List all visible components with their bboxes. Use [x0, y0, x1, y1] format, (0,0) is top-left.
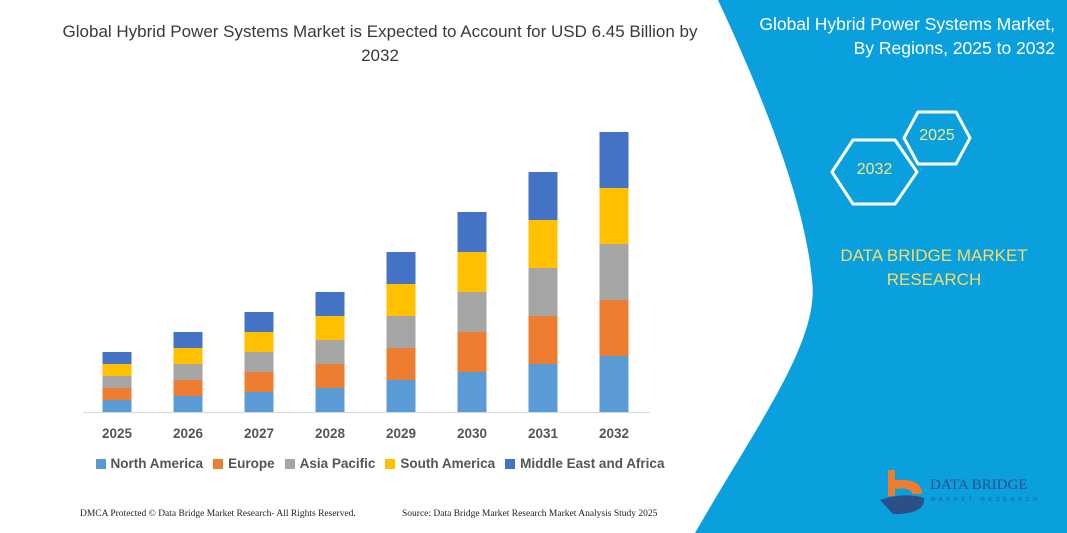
x-tick-label: 2031 — [528, 426, 559, 441]
bar-segment-middle-east-and-africa-2029 — [386, 252, 416, 284]
legend-label: Middle East and Africa — [520, 456, 665, 471]
bar-segment-north-america-2030 — [457, 372, 487, 412]
hex-label-2025: 2025 — [919, 127, 955, 144]
x-tick-label: 2027 — [244, 426, 274, 441]
bar-segment-south-america-2029 — [386, 284, 416, 316]
brand-line1: DATA BRIDGE MARKET — [840, 246, 1028, 265]
hex-2032-outline — [830, 138, 919, 206]
legend-swatch — [385, 458, 396, 469]
side-panel — [695, 0, 1067, 533]
bar-segment-middle-east-and-africa-2030 — [457, 212, 487, 252]
bar-segment-asia-pacific-2028 — [315, 340, 345, 364]
hex-label-2032: 2032 — [856, 161, 893, 178]
legend-item: Europe — [213, 456, 275, 471]
stacked-bar-chart: 2025 2026 2027 2028 2029 2030 2031 2032 — [83, 132, 650, 441]
bar-segment-europe-2031 — [528, 316, 558, 364]
bar-segment-south-america-2032 — [599, 188, 629, 244]
side-panel-title-line1: Global Hybrid Power Systems Market, — [759, 14, 1055, 34]
bar-segment-middle-east-and-africa-2028 — [315, 292, 345, 316]
x-tick-label: 2032 — [599, 426, 629, 441]
bar-segment-europe-2028 — [315, 364, 345, 388]
brand-text: DATA BRIDGE MARKET RESEARCH — [820, 244, 1048, 292]
bar-segment-asia-pacific-2032 — [599, 244, 629, 300]
legend-label: North America — [110, 456, 204, 471]
footer-copyright: DMCA Protected © Data Bridge Market Rese… — [80, 509, 356, 519]
bar-segment-europe-2026 — [173, 380, 203, 396]
bar-segment-south-america-2028 — [315, 316, 345, 340]
legend-label: South America — [400, 456, 496, 471]
legend-swatch — [505, 458, 516, 469]
bar-segment-europe-2030 — [457, 332, 487, 372]
chart-title: Global Hybrid Power Systems Market is Ex… — [62, 22, 698, 65]
bar-segment-asia-pacific-2027 — [244, 352, 274, 372]
side-panel-title: Global Hybrid Power Systems Market, By R… — [715, 12, 1055, 60]
bar-segment-middle-east-and-africa-2027 — [244, 312, 274, 332]
bar-segment-north-america-2031 — [528, 364, 558, 412]
x-tick-label: 2029 — [386, 426, 416, 441]
legend-item: South America — [385, 456, 495, 471]
bar-segment-north-america-2032 — [599, 356, 629, 412]
bar-segment-south-america-2031 — [528, 220, 558, 268]
bar-segment-europe-2027 — [244, 372, 274, 392]
logo-icon — [880, 470, 925, 514]
bar-segment-asia-pacific-2030 — [457, 292, 487, 332]
bar-segment-north-america-2026 — [173, 396, 203, 412]
chart-legend: North America Europe Asia Pacific South Ame… — [0, 456, 760, 471]
hex-2025-outline — [902, 110, 972, 166]
x-tick-label: 2030 — [457, 426, 487, 441]
bar-segment-middle-east-and-africa-2032 — [599, 132, 629, 188]
bar-segment-south-america-2025 — [102, 364, 132, 376]
bar-segment-europe-2025 — [102, 388, 132, 400]
legend-item: Middle East and Africa — [505, 456, 664, 471]
brand-line2: RESEARCH — [886, 270, 982, 289]
legend-swatch — [284, 458, 295, 469]
logo-text: DATA BRIDGE — [930, 477, 1028, 493]
bar-segment-north-america-2029 — [386, 380, 416, 412]
bar-segment-south-america-2030 — [457, 252, 487, 292]
bar-segment-asia-pacific-2029 — [386, 316, 416, 348]
x-tick-label: 2026 — [173, 426, 204, 441]
footer-source: Source: Data Bridge Market Research Mark… — [402, 509, 658, 519]
legend-item: North America — [95, 456, 204, 471]
bar-segment-south-america-2026 — [173, 348, 203, 364]
bar-segment-asia-pacific-2025 — [102, 376, 132, 388]
legend-label: Europe — [228, 456, 275, 471]
bar-segment-europe-2032 — [599, 300, 629, 356]
bar-segment-asia-pacific-2026 — [173, 364, 203, 380]
bar-segment-south-america-2027 — [244, 332, 274, 352]
legend-swatch — [213, 458, 224, 469]
bar-segment-north-america-2028 — [315, 388, 345, 412]
x-tick-label: 2028 — [315, 426, 346, 441]
bar-segment-north-america-2025 — [102, 400, 132, 412]
legend-item: Asia Pacific — [284, 456, 376, 471]
bar-segment-middle-east-and-africa-2025 — [102, 352, 132, 364]
x-tick-label: 2025 — [102, 426, 133, 441]
bar-segment-europe-2029 — [386, 348, 416, 380]
legend-label: Asia Pacific — [299, 456, 376, 471]
legend-swatch — [95, 458, 106, 469]
bar-segment-middle-east-and-africa-2026 — [173, 332, 203, 348]
bar-segment-asia-pacific-2031 — [528, 268, 558, 316]
bar-segment-north-america-2027 — [244, 392, 274, 412]
logo-subtext: MARKET RESEARCH — [931, 497, 1041, 503]
side-panel-title-line2: By Regions, 2025 to 2032 — [853, 38, 1055, 58]
bar-segment-middle-east-and-africa-2031 — [528, 172, 558, 220]
